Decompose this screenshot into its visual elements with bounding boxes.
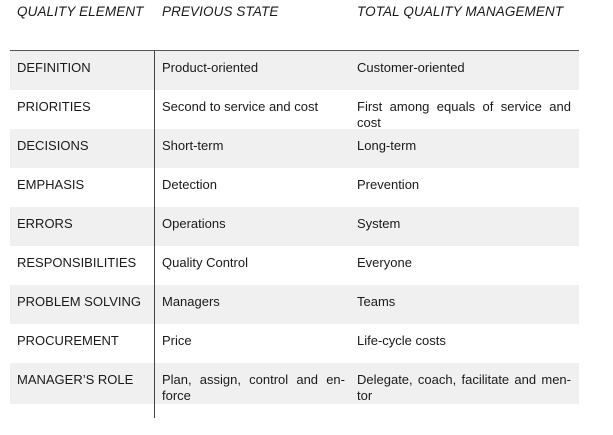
header-total-quality-management: TOTAL QUALITY MANAGEMENT <box>357 4 564 19</box>
cell-previous-state: Short-term <box>162 138 224 153</box>
table-row: ERRORS Operations System <box>10 207 579 246</box>
cell-tqm: Customer-oriented <box>357 60 465 75</box>
table-header-row: QUALITY ELEMENT PREVIOUS STATE TOTAL QUA… <box>0 0 613 24</box>
table-row: PROCUREMENT Price Life-cycle costs <box>10 324 579 363</box>
column-divider <box>154 51 155 418</box>
cell-tqm: Prevention <box>357 177 420 192</box>
table-row: MANAGER’S ROLE Plan, assign, control and… <box>10 363 579 404</box>
table-row: DECISIONS Short-term Long-term <box>10 129 579 168</box>
cell-previous-state: Price <box>162 333 192 348</box>
cell-element: DECISIONS <box>17 138 89 153</box>
cell-element: EMPHASIS <box>17 177 85 192</box>
cell-tqm: Everyone <box>357 255 412 270</box>
table-row: PROBLEM SOLVING Managers Teams <box>10 285 579 324</box>
cell-element: ERRORS <box>17 216 73 231</box>
cell-element: RESPONSIBILITIES <box>17 255 137 270</box>
cell-element: PRIORITIES <box>17 99 91 114</box>
cell-element: PROCUREMENT <box>17 333 119 348</box>
cell-tqm: Long-term <box>357 138 417 153</box>
header-divider <box>10 50 579 51</box>
cell-tqm: Life-cycle costs <box>357 333 446 348</box>
cell-previous-state: Plan, assign, control and en-force <box>162 372 345 403</box>
cell-element: MANAGER’S ROLE <box>17 372 134 387</box>
cell-previous-state: Detection <box>162 177 217 192</box>
cell-tqm: System <box>357 216 401 231</box>
table-body: DEFINITION Product-oriented Customer-ori… <box>10 51 579 404</box>
table-row: RESPONSIBILITIES Quality Control Everyon… <box>10 246 579 285</box>
header-quality-element: QUALITY ELEMENT <box>17 4 144 19</box>
cell-previous-state: Quality Control <box>162 255 248 270</box>
table-row: DEFINITION Product-oriented Customer-ori… <box>10 51 579 90</box>
cell-previous-state: Managers <box>162 294 220 309</box>
table-row: EMPHASIS Detection Prevention <box>10 168 579 207</box>
cell-element: PROBLEM SOLVING <box>17 294 142 309</box>
cell-tqm: Delegate, coach, facilitate and men-tor <box>357 372 571 403</box>
header-previous-state: PREVIOUS STATE <box>162 4 279 19</box>
cell-tqm: First among equals of service and cost <box>357 99 571 130</box>
cell-tqm: Teams <box>357 294 396 309</box>
cell-previous-state: Product-oriented <box>162 60 259 75</box>
cell-previous-state: Second to service and cost <box>162 99 319 114</box>
cell-previous-state: Operations <box>162 216 226 231</box>
cell-element: DEFINITION <box>17 60 91 75</box>
table-row: PRIORITIES Second to service and cost Fi… <box>10 90 579 130</box>
